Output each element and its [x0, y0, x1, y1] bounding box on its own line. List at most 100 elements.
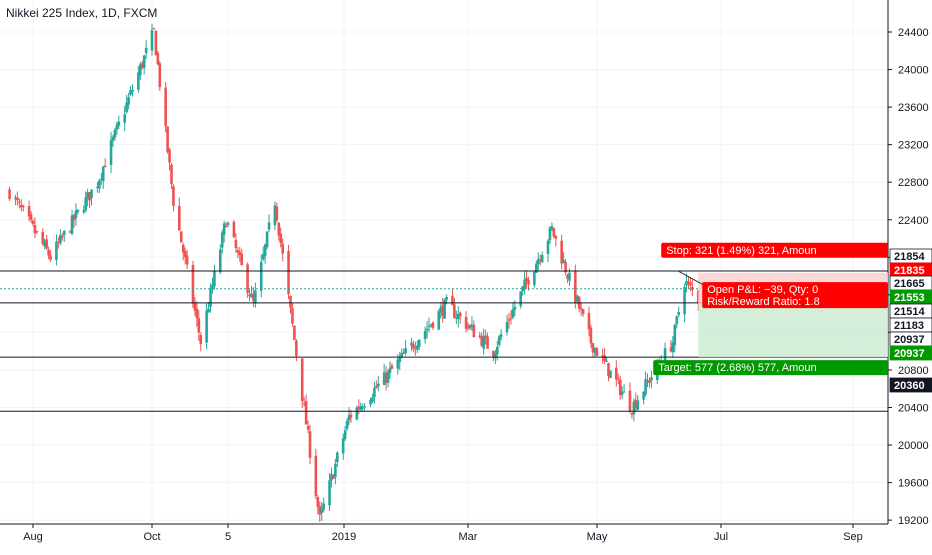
candle [240, 248, 244, 266]
candle [291, 303, 294, 327]
candle-body [47, 249, 50, 256]
candle-body [166, 126, 169, 152]
candle-body [275, 206, 279, 221]
candle-body [35, 231, 39, 233]
candle [616, 373, 620, 385]
candle-body [443, 299, 446, 319]
candle-body [581, 309, 585, 314]
candle-body [277, 222, 281, 236]
candle-body [154, 30, 158, 56]
candle-body [209, 288, 212, 307]
candle [431, 321, 435, 330]
candle-body [197, 318, 201, 333]
candle [220, 229, 224, 254]
candle-body [425, 328, 429, 331]
candle [384, 366, 388, 391]
candle [669, 340, 673, 353]
candle-body [220, 232, 224, 248]
candle [84, 191, 87, 213]
candle-body [538, 259, 542, 261]
candle-body [533, 271, 536, 286]
candle-body [302, 403, 306, 405]
candle [390, 363, 394, 369]
candle [521, 285, 524, 296]
candle-body [41, 231, 45, 244]
candle [439, 302, 443, 319]
candle [691, 279, 694, 297]
time-tick-label: Aug [23, 531, 43, 543]
candle [60, 233, 64, 241]
candle [334, 458, 337, 485]
candle [306, 420, 310, 434]
candle-body [445, 296, 448, 300]
candle [218, 244, 222, 275]
candle [603, 348, 606, 365]
price-label-text: 21183 [894, 320, 924, 332]
candle [548, 226, 552, 244]
candle [70, 210, 74, 236]
candle [263, 243, 267, 264]
candle-body [622, 391, 626, 393]
candle [289, 295, 292, 314]
candle-body [330, 474, 333, 481]
candle [538, 254, 542, 266]
candle [115, 121, 119, 135]
candle [68, 230, 72, 234]
candle [546, 239, 550, 263]
candle-body [183, 251, 187, 258]
candle [591, 342, 595, 357]
candle-body [513, 306, 517, 310]
candle-body [375, 386, 378, 388]
candle [673, 323, 677, 353]
candle-body [412, 344, 415, 349]
candle [316, 495, 320, 515]
candle-body [630, 412, 634, 415]
time-tick-label: Sep [843, 531, 863, 543]
candle-body [29, 214, 33, 220]
candle [55, 234, 58, 266]
candle [552, 227, 556, 239]
candle [376, 376, 380, 392]
candle [267, 214, 271, 232]
candle-body [628, 390, 632, 412]
candle-body [480, 336, 483, 346]
candle [386, 369, 390, 388]
candle [650, 370, 653, 389]
target-label-box [653, 360, 888, 376]
candle-body [45, 239, 48, 249]
candle-body [57, 241, 60, 243]
candle [687, 276, 690, 289]
candle [336, 450, 339, 467]
candle-body [150, 30, 154, 51]
candle [357, 399, 361, 415]
candle-body [417, 339, 421, 347]
candle-body [390, 365, 394, 369]
candle-body [193, 302, 197, 311]
candle-body [650, 377, 653, 381]
candle-body [185, 255, 189, 265]
candle-body [86, 192, 89, 199]
candle-body [357, 406, 361, 409]
candle-body [511, 309, 515, 318]
candle-body [632, 401, 636, 415]
candle [164, 81, 167, 133]
candle-body [373, 388, 376, 398]
candle [562, 252, 565, 264]
candle [144, 40, 148, 59]
candle-body [607, 362, 610, 377]
candle [330, 467, 333, 488]
candle-body [466, 326, 470, 328]
candle-body [267, 222, 271, 230]
candle-body [495, 346, 499, 355]
price-label-text: 20360 [894, 380, 925, 392]
candle [16, 191, 19, 206]
candle [320, 502, 324, 522]
candle [373, 381, 376, 404]
candle-body [453, 304, 456, 318]
candle-body [156, 52, 160, 65]
candle-body [295, 340, 298, 356]
candle-body [72, 214, 76, 221]
